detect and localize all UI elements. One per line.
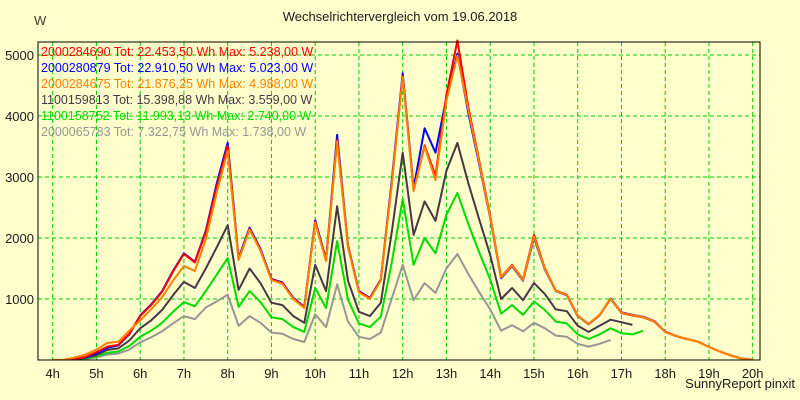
- legend-item-2000284675: 2000284675 Tot: 21.876,25 Wh Max: 4.988,…: [41, 77, 314, 91]
- x-tick-9h: 9h: [264, 366, 279, 381]
- x-tick-5h: 5h: [89, 366, 104, 381]
- x-tick-12h: 12h: [391, 366, 414, 381]
- x-tick-4h: 4h: [45, 366, 60, 381]
- y-tick-3000: 3000: [5, 170, 34, 185]
- y-tick-1000: 1000: [5, 292, 34, 307]
- legend-item-2000284690: 2000284690 Tot: 22.453,50 Wh Max: 5.238,…: [41, 45, 314, 59]
- gridlines: [38, 42, 760, 360]
- x-tick-7h: 7h: [176, 366, 192, 381]
- series-line-1100159813: [52, 141, 633, 360]
- y-axis-unit-label: W: [34, 13, 47, 28]
- legend: 2000284690 Tot: 22.453,50 Wh Max: 5.238,…: [41, 44, 313, 140]
- chart-title: Wechselrichtervergleich vom 19.06.2018: [282, 9, 518, 24]
- y-tick-4000: 4000: [5, 109, 34, 124]
- footer-watermark: SunnyReport pinxit: [685, 376, 795, 391]
- x-tick-15h: 15h: [523, 366, 545, 381]
- legend-item-1100159813: 1100159813 Tot: 15.398,88 Wh Max: 3.559,…: [41, 93, 313, 107]
- series-line-1100158752: [52, 191, 644, 360]
- x-tick-19h: 19h: [698, 366, 720, 381]
- series-line-2000284675: [52, 54, 753, 360]
- legend-item-2000280879: 2000280879 Tot: 22.910,50 Wh Max: 5.023,…: [41, 61, 314, 75]
- legend-item-2000065783: 2000065783 Tot: 7.322,75 Wh Max: 1.738,0…: [41, 125, 307, 139]
- x-tick-6h: 6h: [132, 366, 148, 381]
- x-tick-8h: 8h: [220, 366, 235, 381]
- x-tick-20h: 20h: [741, 366, 764, 381]
- y-tick-5000: 5000: [5, 48, 34, 63]
- x-tick-14h: 14h: [479, 366, 502, 381]
- y-tick-2000: 2000: [5, 231, 34, 246]
- x-tick-17h: 17h: [610, 366, 633, 381]
- legend-item-1100158752: 1100158752 Tot: 11.993,13 Wh Max: 2.740,…: [41, 109, 312, 123]
- series-line-2000065783: [52, 253, 611, 360]
- x-tick-11h: 11h: [348, 366, 370, 381]
- x-tick-13h: 13h: [435, 366, 458, 381]
- series-lines: [52, 39, 753, 360]
- x-tick-18h: 18h: [654, 366, 677, 381]
- x-tick-10h: 10h: [304, 366, 327, 381]
- x-tick-16h: 16h: [566, 366, 589, 381]
- plot-frame: [37, 41, 761, 361]
